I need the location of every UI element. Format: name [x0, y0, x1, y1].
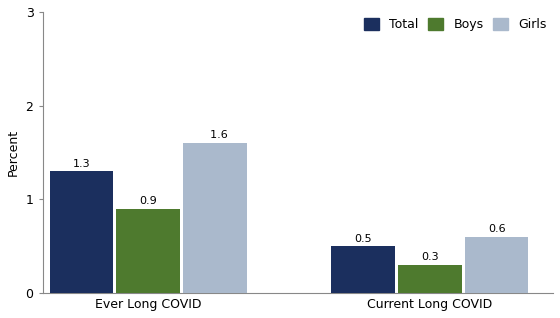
Y-axis label: Percent: Percent	[7, 129, 20, 176]
Bar	[465, 237, 529, 293]
Text: 1.6: 1.6	[203, 130, 227, 140]
Bar	[398, 265, 461, 293]
Text: 1.3: 1.3	[72, 158, 90, 169]
Bar	[116, 209, 180, 293]
Bar	[183, 143, 247, 293]
Bar	[50, 171, 113, 293]
Text: 0.5: 0.5	[354, 233, 372, 244]
Text: 0.9: 0.9	[139, 196, 157, 206]
Text: 0.6: 0.6	[488, 224, 506, 234]
Bar	[332, 246, 395, 293]
Legend: Total, Boys, Girls: Total, Boys, Girls	[364, 18, 547, 31]
Text: 0.3: 0.3	[421, 252, 438, 262]
